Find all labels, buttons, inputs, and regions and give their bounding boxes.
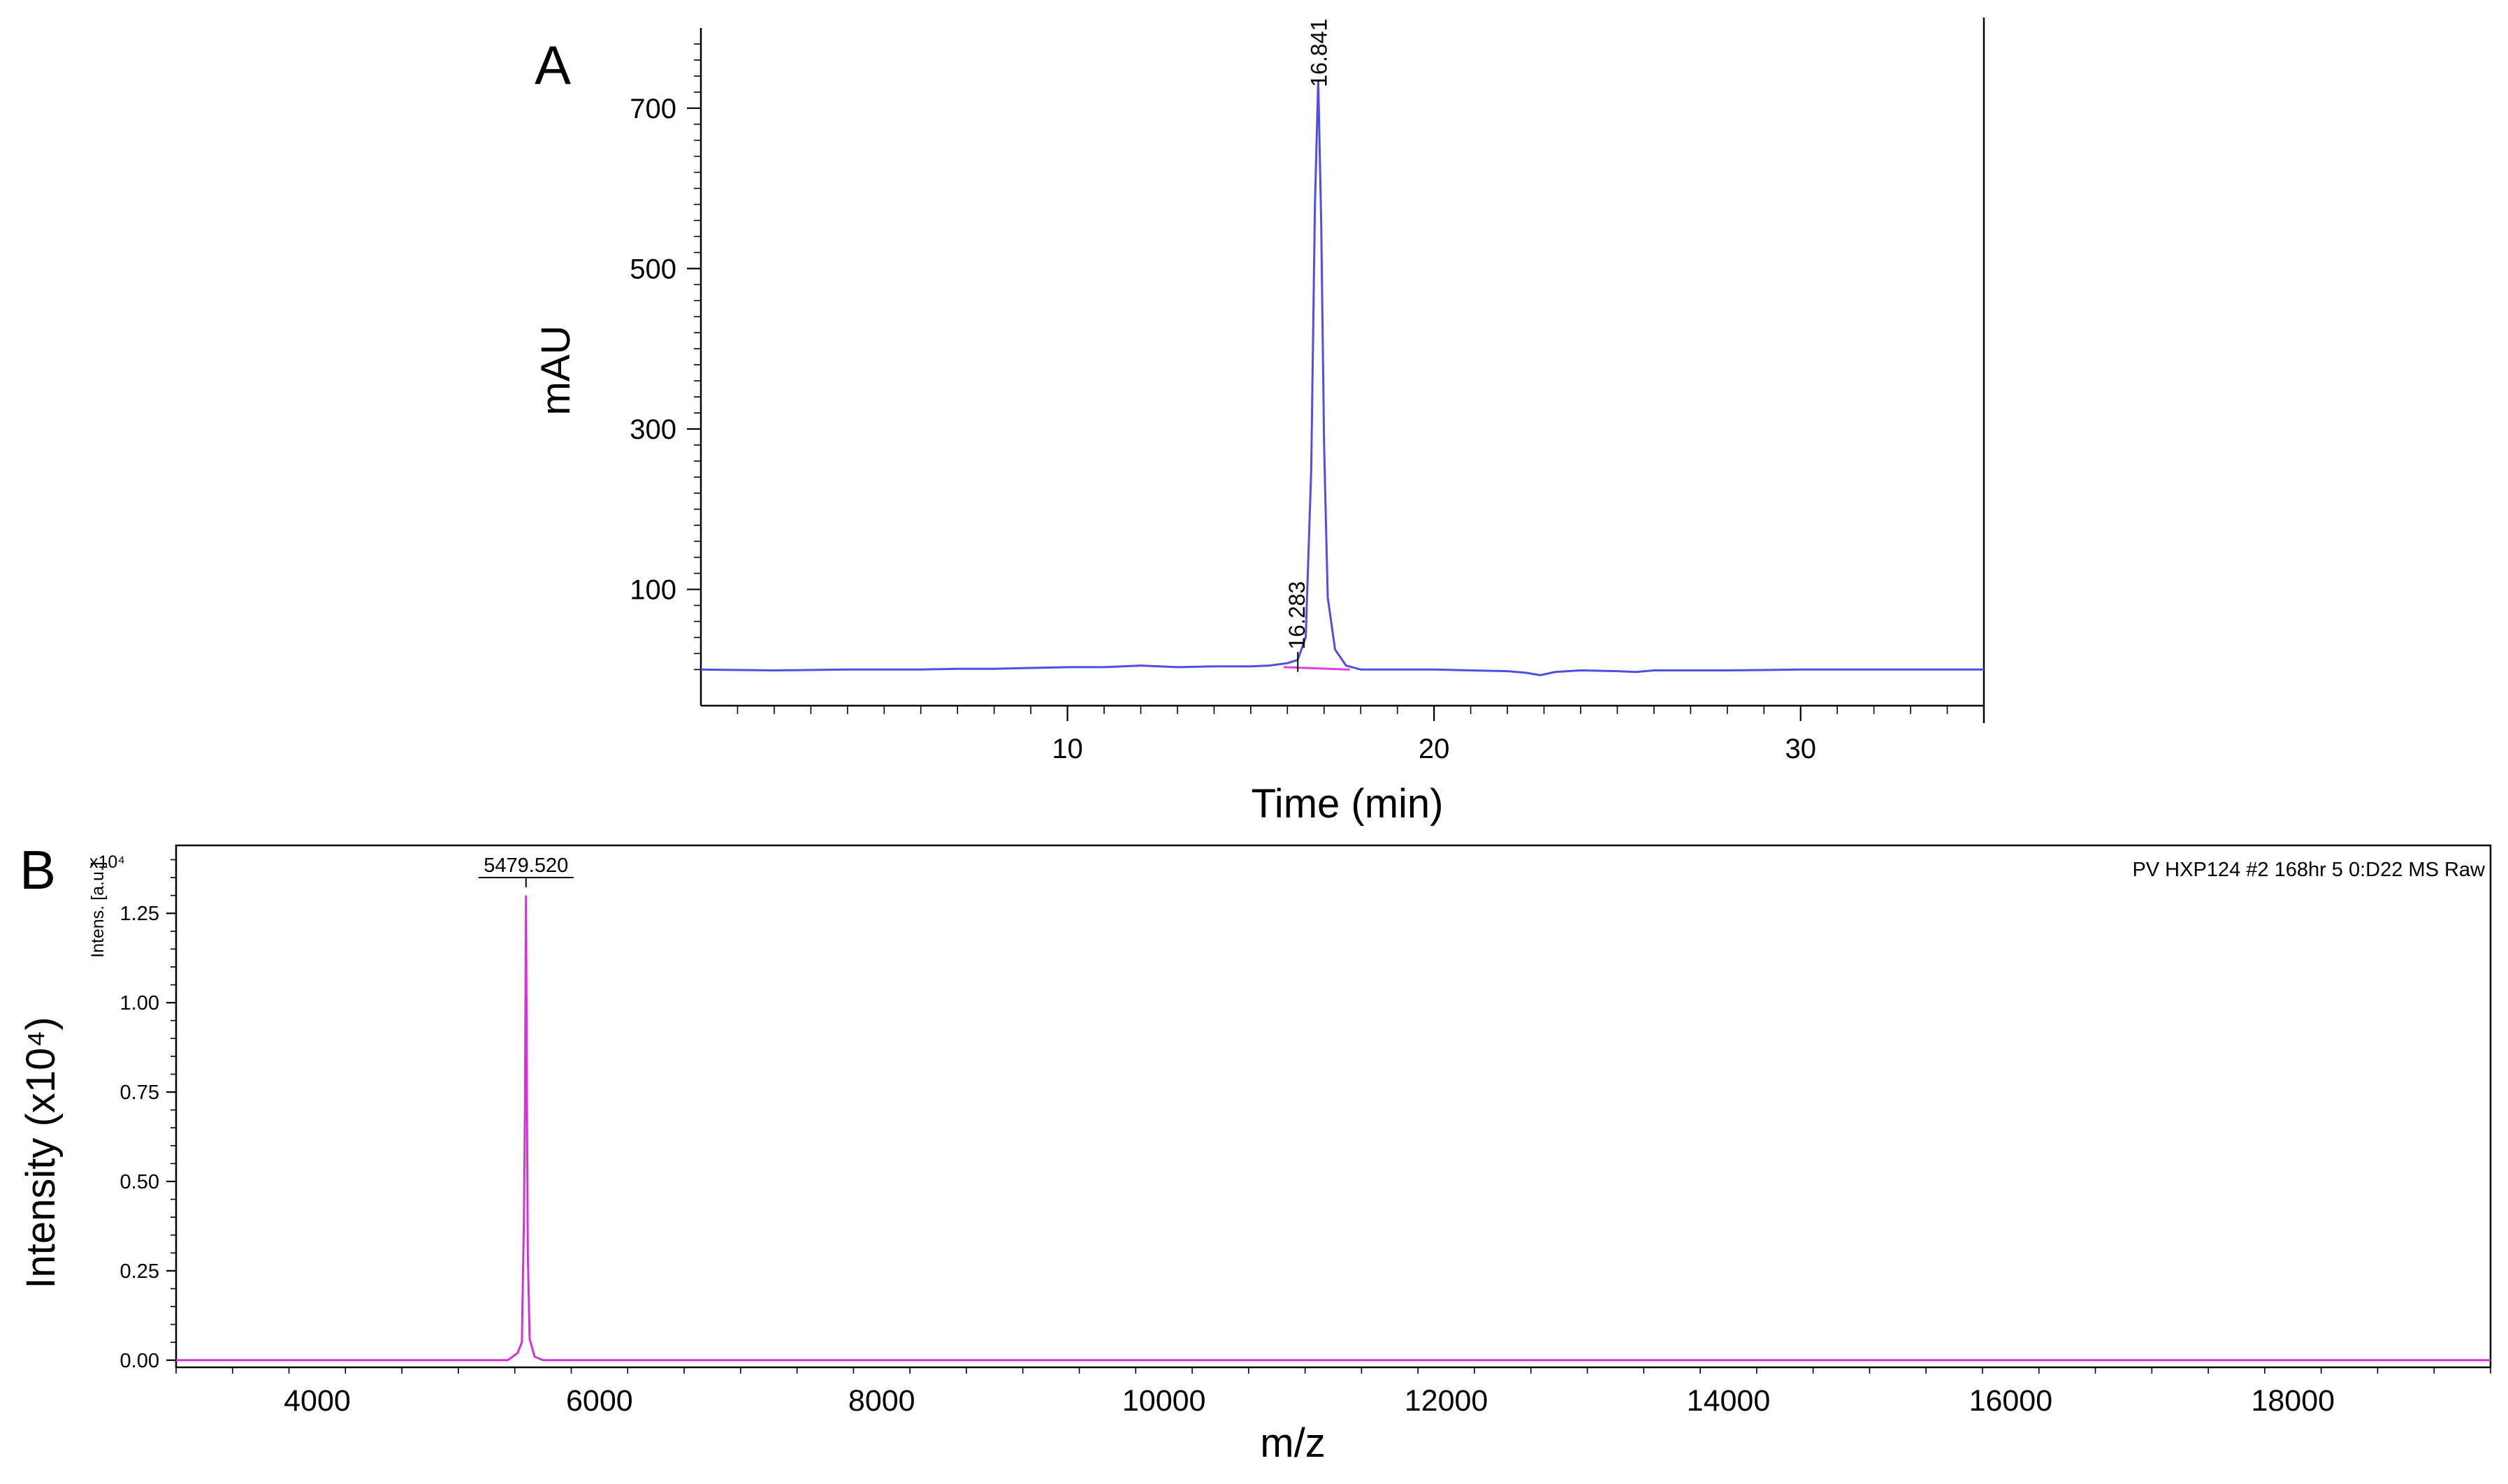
panel-a-x-tick-label-20: 20 bbox=[1419, 734, 1450, 764]
panel-b-x-axis-title: m/z bbox=[1260, 1420, 1325, 1466]
panel-a-y-tick-label-700: 700 bbox=[630, 94, 676, 124]
panel-b-x-tick-label-4000: 4000 bbox=[284, 1384, 351, 1418]
panel-b-mass-spectrum: B 0.00 0.25 0.50 0.75 1.00 1.25 4000 6000 8000 1… bbox=[18, 839, 2492, 1466]
panel-b-sample-label: PV HXP124 #2 168hr 5 0:D22 MS Raw bbox=[2132, 859, 2486, 881]
panel-a-y-ticks: 100 300 500 700 bbox=[630, 43, 701, 671]
panel-b-y-tick-label: 0.25 bbox=[120, 1260, 159, 1283]
panel-a-peak-label-16283: 16.283 bbox=[1284, 581, 1310, 650]
panel-a-letter: A bbox=[535, 34, 571, 96]
panel-a-x-tick-label-10: 10 bbox=[1052, 734, 1083, 764]
panel-b-y-axis-small-title: Intens. [a.u.] bbox=[88, 861, 108, 958]
panel-b-x-tick-label-10000: 10000 bbox=[1122, 1384, 1206, 1418]
panel-a-x-ticks: 10 20 30 bbox=[737, 706, 1985, 764]
panel-a-integration-baseline bbox=[1284, 666, 1350, 671]
panel-a-trace bbox=[700, 80, 1984, 676]
panel-a-y-tick-label-500: 500 bbox=[630, 254, 676, 284]
panel-b-letter: B bbox=[20, 839, 56, 901]
panel-a-peak-label-16841: 16.841 bbox=[1306, 19, 1331, 87]
panel-b-x-tick-label-16000: 16000 bbox=[1969, 1384, 2053, 1418]
panel-b-x-tick-label-18000: 18000 bbox=[2251, 1384, 2335, 1418]
panel-b-frame bbox=[175, 844, 2492, 1369]
panel-a-x-axis-title: Time (min) bbox=[1252, 781, 1444, 827]
panel-b-y-axis-title: Intensity (x10⁴) bbox=[18, 1017, 64, 1288]
panel-a-y-axis-title: mAU bbox=[533, 326, 579, 416]
panel-a-y-tick-label-300: 300 bbox=[630, 414, 676, 445]
panel-a-y-tick-label-100: 100 bbox=[630, 575, 676, 606]
panel-b-y-scale-label: x10⁴ bbox=[89, 852, 125, 872]
panel-b-y-ticks: 0.00 0.25 0.50 0.75 1.00 1.25 bbox=[120, 859, 176, 1372]
panel-b-y-tick-label: 0.50 bbox=[120, 1171, 159, 1193]
panel-b-trace bbox=[176, 895, 2491, 1362]
panel-b-x-ticks: 4000 6000 8000 10000 12000 14000 16000 18000 bbox=[175, 1367, 2491, 1418]
panel-b-x-tick-label-8000: 8000 bbox=[848, 1384, 915, 1418]
panel-b-x-tick-label-14000: 14000 bbox=[1687, 1384, 1771, 1418]
panel-b-y-tick-label: 1.00 bbox=[120, 992, 159, 1014]
panel-b-y-tick-label: 0.75 bbox=[120, 1082, 159, 1104]
panel-a-x-tick-label-30: 30 bbox=[1785, 734, 1816, 764]
panel-b-y-tick-label: 1.25 bbox=[120, 903, 159, 925]
panel-b-x-tick-label-12000: 12000 bbox=[1405, 1384, 1488, 1418]
panel-b-x-tick-label-6000: 6000 bbox=[566, 1384, 633, 1418]
panel-b-y-tick-label: 0.00 bbox=[120, 1350, 159, 1372]
panel-b-peak-label-5479: 5479.520 bbox=[484, 854, 568, 877]
panel-a-chromatogram: A 100 300 500 700 10 20 30 16.841 16.283 Time… bbox=[533, 17, 1985, 827]
